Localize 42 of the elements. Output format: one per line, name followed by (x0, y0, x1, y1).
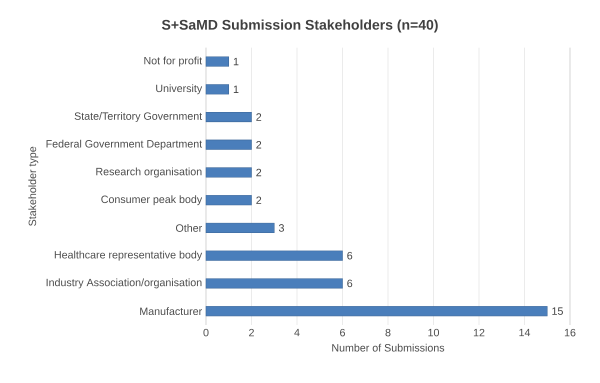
y-tick-label: Consumer peak body (101, 195, 202, 206)
y-tick-label: Manufacturer (140, 307, 202, 316)
x-tick-label: 16 (564, 328, 576, 336)
y-axis-title: Stakeholder type (28, 146, 38, 226)
x-tick-label: 8 (385, 328, 390, 336)
data-label: 6 (347, 280, 352, 288)
x-tick-label: 0 (203, 328, 209, 336)
x-tick-label: 10 (428, 328, 440, 336)
bar (206, 306, 548, 316)
y-tick-label: Industry Association/organisation (46, 278, 202, 288)
data-label: 2 (256, 113, 262, 121)
bar (206, 250, 343, 261)
data-label: 1 (234, 58, 238, 66)
y-tick-label: State/Territory Government (74, 112, 202, 122)
y-tick-label: Federal Government Department (46, 140, 202, 150)
chart-title: S+SaMD Submission Stakeholders (n=40) (162, 19, 438, 33)
x-tick-label: 2 (249, 328, 254, 336)
bar (206, 56, 230, 67)
bar (206, 278, 343, 288)
data-label: 3 (278, 224, 284, 232)
y-tick-label: Research organisation (96, 167, 202, 178)
y-tick-label: Other (176, 224, 202, 232)
bar (206, 167, 252, 178)
x-tick-label: 12 (474, 328, 484, 336)
y-tick-label: Not for profit (144, 56, 202, 67)
y-tick-label: Healthcare representative body (54, 250, 202, 261)
bar (206, 140, 252, 150)
x-axis-title: Number of Submissions (332, 344, 444, 352)
data-label: 15 (552, 307, 563, 315)
bar (206, 112, 252, 122)
data-label: 2 (256, 141, 262, 148)
data-label: 6 (347, 252, 352, 260)
y-tick-label: University (156, 84, 202, 94)
data-label: 2 (256, 196, 262, 204)
data-label: 2 (256, 168, 262, 176)
bar (206, 84, 230, 94)
bar (206, 195, 252, 206)
x-tick-label: 14 (519, 328, 530, 336)
data-label: 1 (234, 86, 238, 93)
bar (206, 222, 275, 234)
x-tick-label: 6 (340, 328, 345, 336)
x-tick-label: 4 (294, 328, 300, 336)
